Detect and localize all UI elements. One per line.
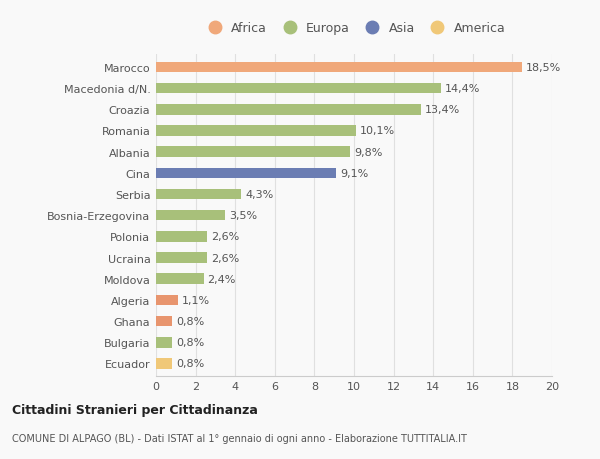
Text: 4,3%: 4,3%	[245, 190, 274, 200]
Bar	[156, 295, 178, 306]
Text: 14,4%: 14,4%	[445, 84, 481, 94]
Text: 9,1%: 9,1%	[340, 168, 368, 179]
Bar	[156, 84, 441, 94]
Text: 2,6%: 2,6%	[211, 253, 239, 263]
Bar	[156, 189, 241, 200]
Text: COMUNE DI ALPAGO (BL) - Dati ISTAT al 1° gennaio di ogni anno - Elaborazione TUT: COMUNE DI ALPAGO (BL) - Dati ISTAT al 1°…	[12, 433, 467, 442]
Text: 0,8%: 0,8%	[176, 337, 204, 347]
Legend: Africa, Europa, Asia, America: Africa, Europa, Asia, America	[200, 20, 508, 38]
Bar	[156, 253, 208, 263]
Text: 2,4%: 2,4%	[208, 274, 236, 284]
Text: Cittadini Stranieri per Cittadinanza: Cittadini Stranieri per Cittadinanza	[12, 403, 258, 416]
Text: 1,1%: 1,1%	[182, 295, 210, 305]
Bar	[156, 147, 350, 157]
Bar	[156, 337, 172, 348]
Text: 10,1%: 10,1%	[360, 126, 395, 136]
Text: 3,5%: 3,5%	[229, 211, 257, 221]
Bar	[156, 210, 226, 221]
Bar	[156, 62, 522, 73]
Text: 0,8%: 0,8%	[176, 316, 204, 326]
Text: 13,4%: 13,4%	[425, 105, 461, 115]
Text: 2,6%: 2,6%	[211, 232, 239, 242]
Text: 0,8%: 0,8%	[176, 358, 204, 369]
Bar	[156, 358, 172, 369]
Bar	[156, 168, 336, 179]
Bar	[156, 316, 172, 327]
Bar	[156, 105, 421, 115]
Bar	[156, 232, 208, 242]
Text: 18,5%: 18,5%	[526, 63, 562, 73]
Text: 9,8%: 9,8%	[354, 147, 382, 157]
Bar	[156, 126, 356, 136]
Bar	[156, 274, 203, 285]
